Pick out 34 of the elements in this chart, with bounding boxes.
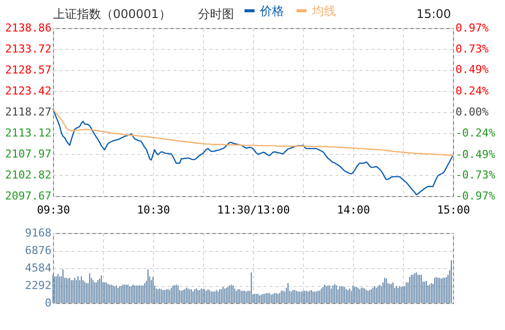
y-tick-label: 2118.27 xyxy=(5,105,52,118)
y-tick-label: 2107.97 xyxy=(5,147,52,160)
y-tick-label: 6876 xyxy=(25,244,52,257)
y-tick-label: 2133.72 xyxy=(5,42,52,56)
chart-title: 上证指数（000001） xyxy=(53,7,171,21)
y2-tick-label: 0.49% xyxy=(456,63,489,76)
y2-tick-label: -0.49% xyxy=(456,148,496,161)
line-series xyxy=(52,108,454,156)
x-tick-label: 10:30 xyxy=(136,204,170,216)
y2-tick-label: -0.73% xyxy=(456,168,496,182)
text: 15:00 xyxy=(416,7,451,21)
y2-tick-label: 0.73% xyxy=(456,42,489,56)
chart-subtitle: 分时图 xyxy=(198,7,234,21)
x-tick-label: 14:00 xyxy=(336,204,370,216)
x-tick-label: 11:30/13:00 xyxy=(217,204,290,216)
y-tick-label: 2138.86 xyxy=(5,22,52,34)
y2-tick-label: -0.24% xyxy=(456,126,496,140)
x-tick-label: 09:30 xyxy=(36,204,70,216)
y-tick-label: 2128.57 xyxy=(5,63,52,76)
y-tick-label: 2292 xyxy=(25,279,52,292)
x-tick-label: 15:00 xyxy=(436,204,470,216)
y2-tick-label: 0.97% xyxy=(456,22,489,34)
y-tick-label: 4584 xyxy=(25,262,52,274)
y2-tick-label: 0.24% xyxy=(456,84,489,98)
y-tick-label: 2102.82 xyxy=(5,168,52,182)
y-tick-label: 2097.67 xyxy=(5,190,52,202)
y-tick-label: 0 xyxy=(44,296,52,310)
y-tick-label: 2113.12 xyxy=(5,126,52,140)
y2-tick-label: -0.97% xyxy=(456,190,496,202)
y-tick-label: 2123.42 xyxy=(5,84,52,98)
legend-label: 价格 xyxy=(259,4,284,18)
y2-tick-label: 0.00% xyxy=(456,106,489,118)
legend-label: 均线 xyxy=(311,4,336,18)
y-tick-label: 9168 xyxy=(25,226,52,240)
